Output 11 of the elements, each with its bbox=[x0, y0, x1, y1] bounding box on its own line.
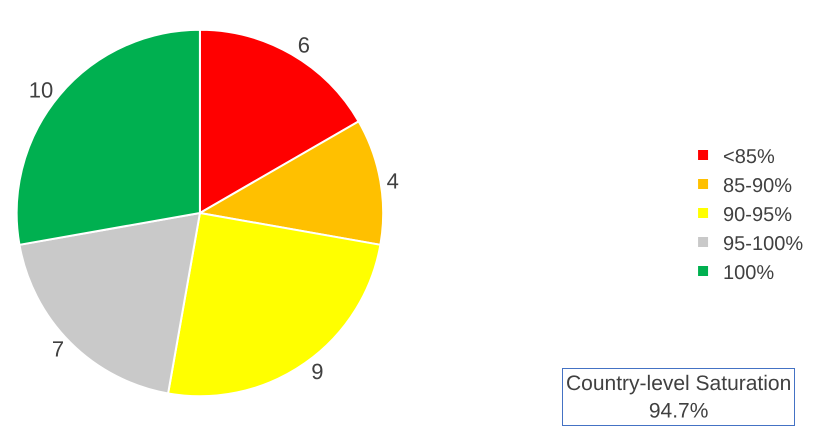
data-label: 6 bbox=[298, 32, 310, 58]
data-label: 7 bbox=[52, 336, 64, 362]
data-label: 9 bbox=[311, 359, 324, 384]
legend-label: 90-95% bbox=[723, 204, 792, 226]
legend-label: <85% bbox=[723, 146, 775, 168]
legend-label: 95-100% bbox=[723, 232, 804, 255]
legend-label: 85-90% bbox=[723, 174, 792, 197]
legend-label: 100% bbox=[723, 262, 774, 284]
text: Country-level Saturation 94.7% bbox=[566, 372, 792, 422]
data-label: 4 bbox=[386, 168, 399, 194]
data-label: 10 bbox=[28, 78, 54, 103]
